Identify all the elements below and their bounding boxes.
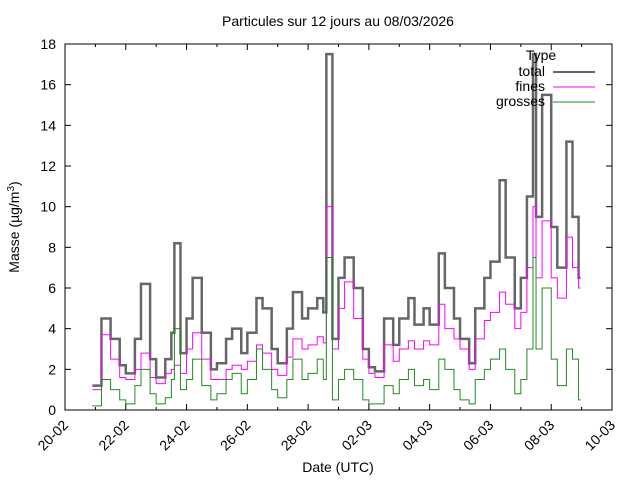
x-tick-label: 02-03 [338, 417, 375, 454]
y-tick-label: 14 [40, 117, 56, 133]
x-tick-label: 26-02 [217, 417, 254, 454]
y-tick-label: 4 [48, 321, 56, 337]
legend-label-total: total [519, 63, 545, 79]
y-tick-label: 2 [48, 361, 56, 377]
legend-title: Type [526, 47, 557, 63]
x-tick-label: 04-03 [399, 417, 436, 454]
x-tick-label: 08-03 [521, 417, 558, 454]
x-tick-label: 20-02 [34, 417, 71, 454]
y-axis-label-sup: 3 [6, 186, 17, 192]
series-layer [92, 52, 581, 407]
chart-title: Particules sur 12 jours au 08/03/2026 [222, 13, 454, 29]
y-tick-label: 18 [40, 36, 56, 52]
x-tick-label: 22-02 [95, 417, 132, 454]
x-tick-label: 24-02 [156, 417, 193, 454]
series-line-grosses [92, 257, 581, 407]
y-axis-label-end: ) [6, 181, 22, 186]
x-tick-label: 28-02 [278, 417, 315, 454]
legend-label-grosses: grosses [496, 93, 545, 109]
series-line-fines [92, 206, 581, 391]
y-tick-label: 16 [40, 77, 56, 93]
legend: Type total fines grosses [496, 47, 595, 109]
y-axis-label: Masse (µg/m3) [6, 181, 22, 272]
y-tick-label: 0 [48, 402, 56, 418]
y-tick-label: 6 [48, 280, 56, 296]
y-tick-label: 12 [40, 158, 56, 174]
x-tick-label: 06-03 [460, 417, 497, 454]
x-tick-label: 10-03 [581, 417, 618, 454]
y-tick-label: 10 [40, 199, 56, 215]
x-axis-label: Date (UTC) [302, 459, 374, 475]
y-axis-label-main: Masse (µg/m [6, 192, 22, 273]
y-tick-label: 8 [48, 239, 56, 255]
legend-label-fines: fines [515, 78, 545, 94]
